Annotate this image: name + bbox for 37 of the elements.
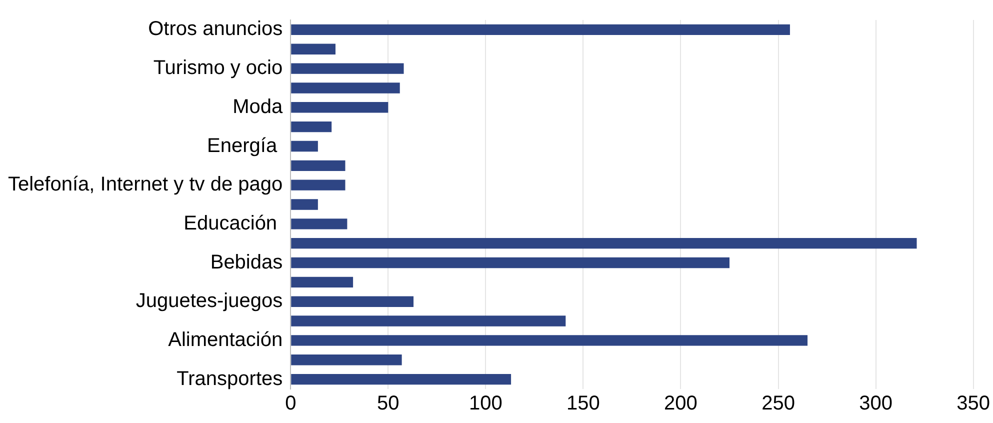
x-tick-label: 200 — [664, 392, 698, 415]
bar — [291, 296, 414, 307]
bar — [291, 316, 566, 326]
bar — [291, 238, 917, 249]
bar — [291, 374, 512, 385]
y-tick-label: Bebidas — [210, 251, 283, 274]
y-tick-label: Turismo y ocio — [153, 57, 283, 80]
y-tick-label: Moda — [232, 96, 284, 118]
x-tick-label: 50 — [377, 392, 400, 415]
bar — [291, 180, 346, 190]
x-tick-label: 100 — [468, 392, 502, 415]
bar — [291, 354, 402, 366]
x-tick-label: 250 — [762, 392, 795, 415]
y-tick-label: Telefonía, Internet y tv de pago — [8, 174, 283, 196]
y-tick-label: Transportes — [176, 368, 283, 390]
bar — [291, 276, 354, 288]
y-tick-label: Educación — [184, 212, 283, 234]
bar — [291, 218, 348, 230]
bar — [291, 82, 400, 94]
y-tick-label: Energía — [207, 134, 283, 157]
x-tick-label: 350 — [956, 392, 990, 415]
bar — [291, 335, 808, 346]
y-tick-label: Otros anuncios — [148, 18, 283, 40]
bar — [291, 257, 730, 268]
bar — [291, 63, 404, 74]
y-tick-label: Juguetes-juegos — [136, 290, 283, 312]
y-tick-label: Alimentación — [168, 328, 283, 351]
bar — [291, 199, 318, 210]
bar — [291, 121, 332, 132]
bar — [291, 102, 388, 113]
bar — [291, 140, 318, 152]
bar — [291, 24, 790, 36]
bar — [291, 44, 336, 54]
x-tick-label: 0 — [285, 392, 296, 415]
bar — [291, 160, 346, 171]
x-tick-label: 300 — [859, 392, 892, 415]
x-tick-label: 150 — [566, 392, 600, 415]
